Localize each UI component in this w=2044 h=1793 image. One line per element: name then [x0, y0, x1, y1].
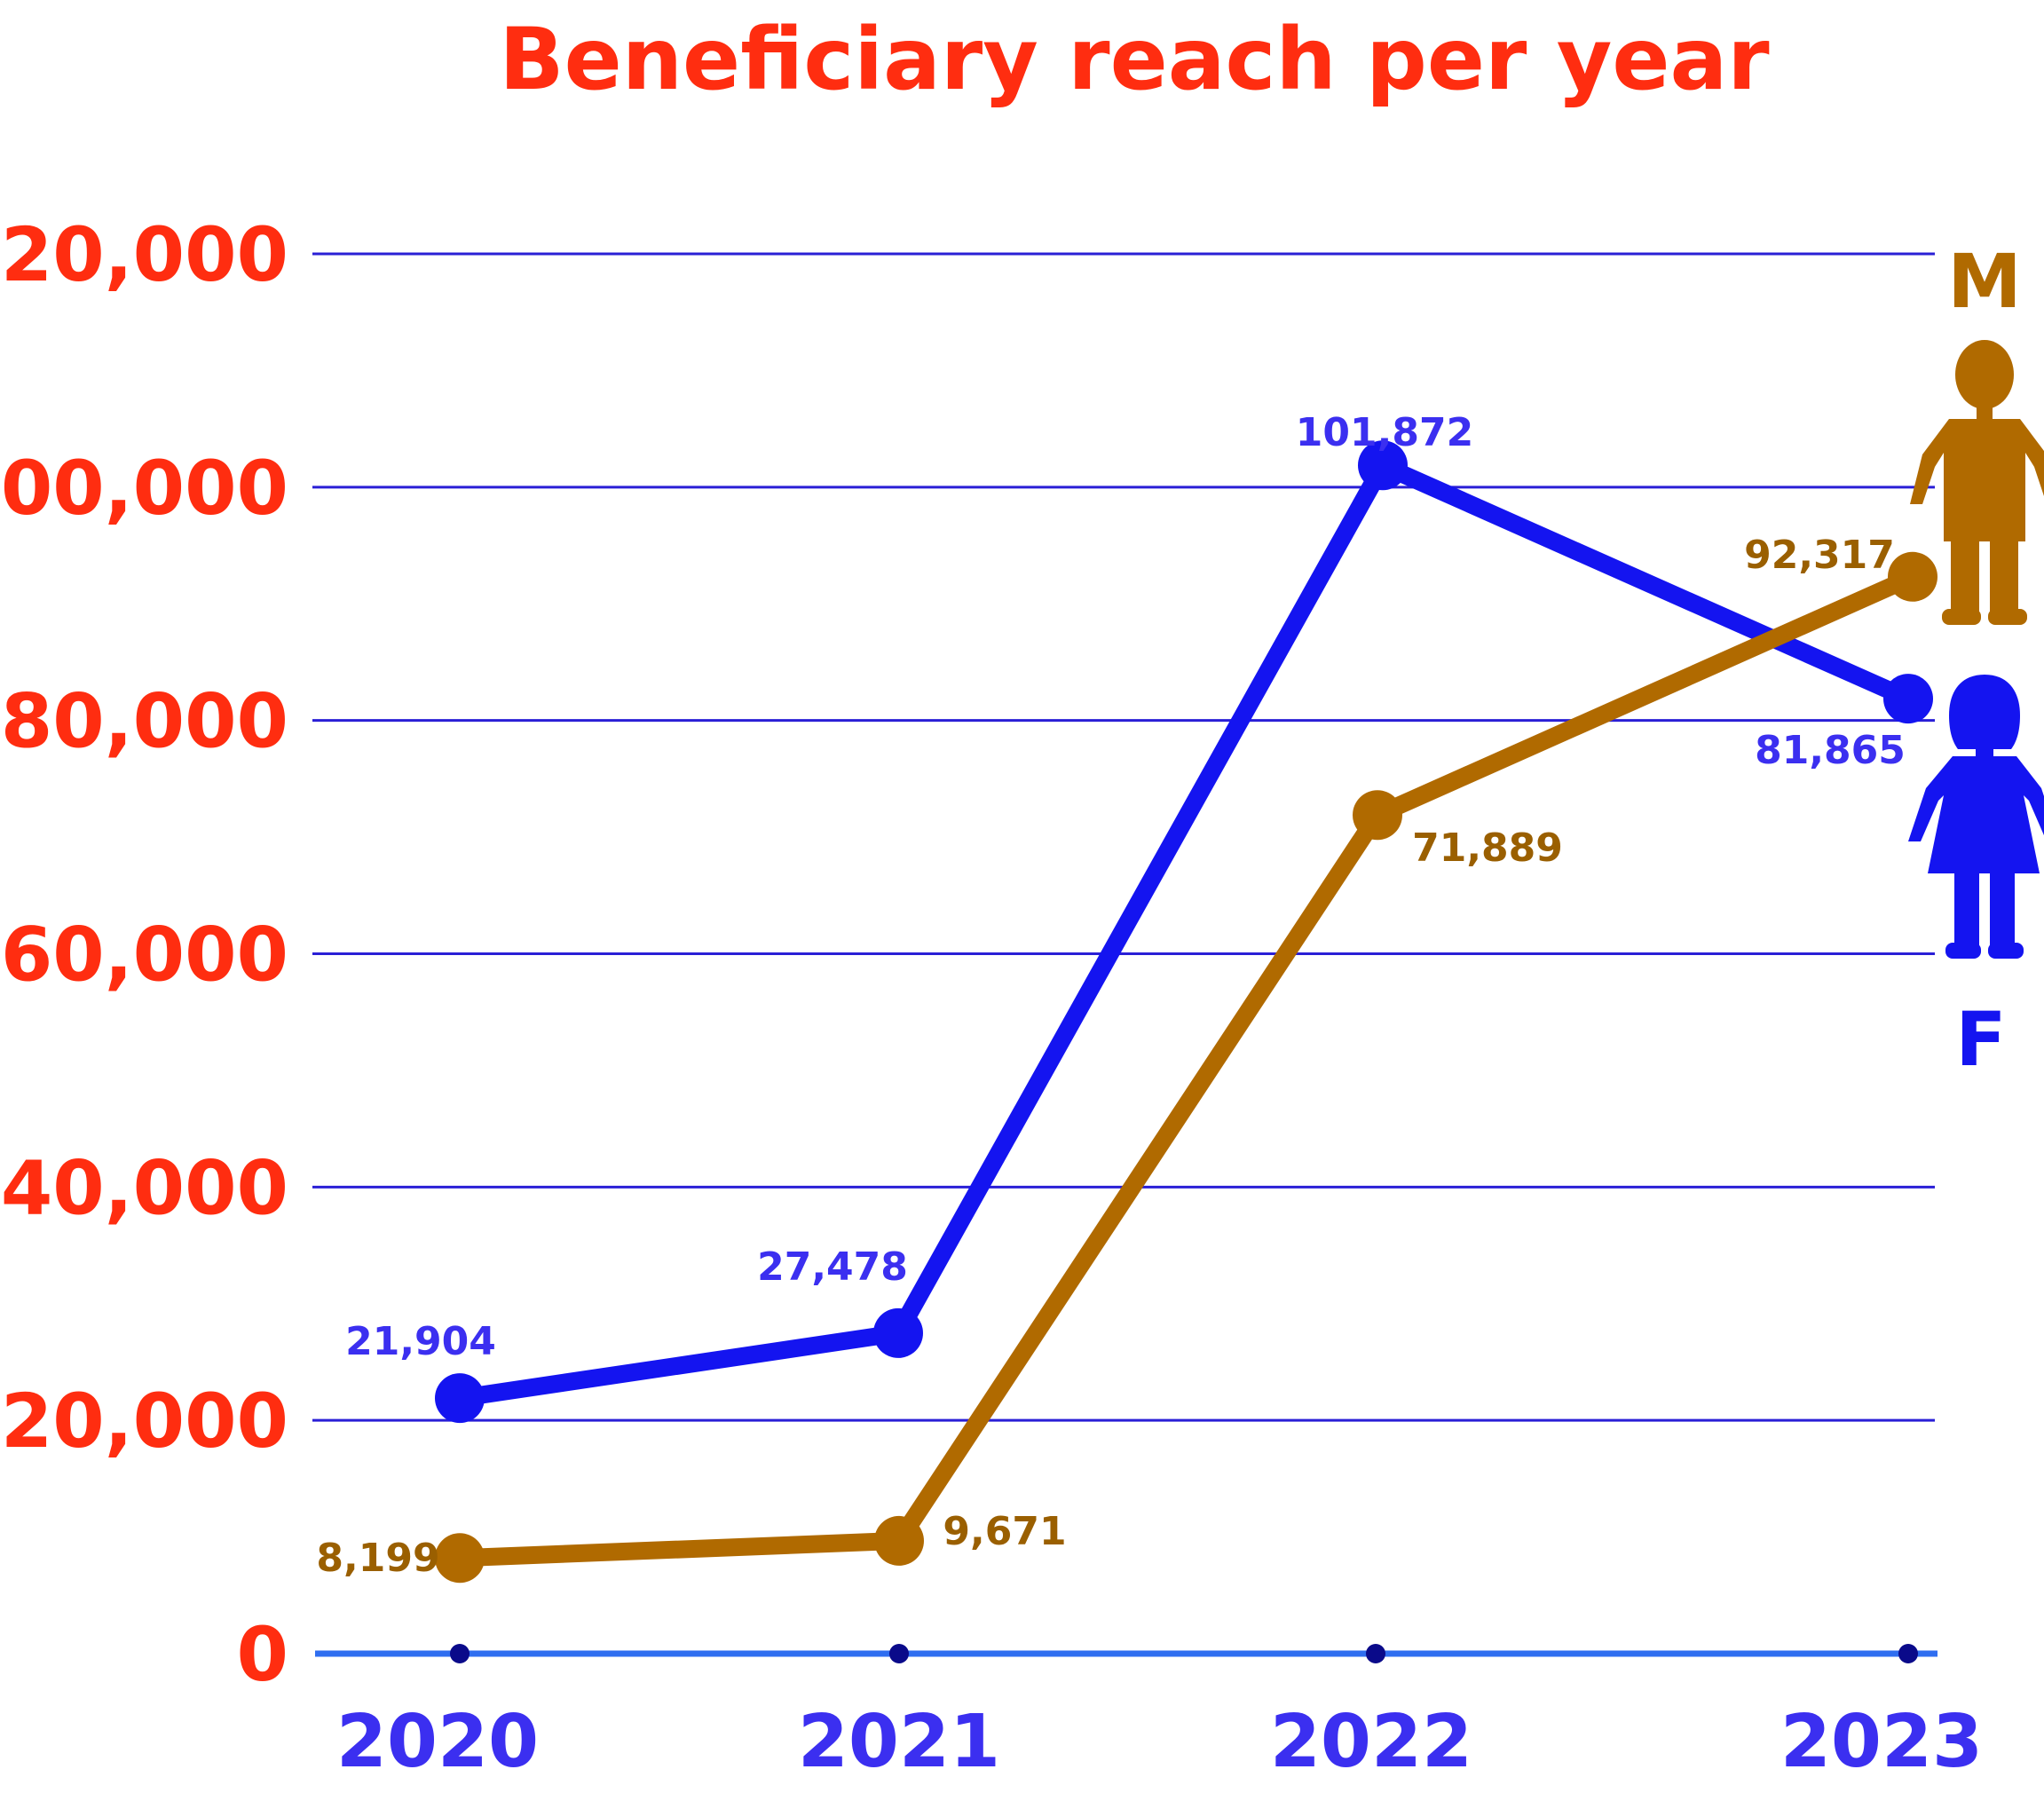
male-person-icon [1910, 340, 2044, 625]
x-tick-label: 2021 [798, 1700, 1000, 1784]
legend-female: F [1908, 675, 2044, 1083]
legend-label-m: M [1947, 238, 2022, 325]
data-point-f [1883, 674, 1933, 724]
x-tick-label: 2022 [1270, 1700, 1472, 1784]
data-label-f: 21,904 [345, 1319, 496, 1364]
chart-title: Beneficiary reach per year [499, 10, 1770, 109]
data-point-m [435, 1533, 485, 1584]
x-axis-baseline [315, 1644, 1937, 1663]
data-label-f: 81,865 [1755, 728, 1906, 773]
x-axis-tick-dot [450, 1644, 470, 1663]
legend-label-f: F [1955, 996, 2006, 1083]
data-label-m: 92,317 [1744, 533, 1895, 578]
x-axis-tick-dot [1366, 1644, 1385, 1663]
y-tick-label: 20,000 [1, 1378, 288, 1465]
x-axis-tick-dot [1898, 1644, 1918, 1663]
y-tick-label: 60,000 [1, 912, 288, 999]
series-line-f [451, 456, 1917, 1408]
data-label-m: 9,671 [943, 1509, 1066, 1554]
data-label-m: 8,199 [316, 1536, 439, 1581]
female-person-icon [1908, 675, 2044, 959]
data-label-f: 101,872 [1296, 410, 1473, 455]
data-point-m [1353, 790, 1402, 841]
data-label-f: 27,478 [757, 1244, 908, 1290]
x-tick-label: 2023 [1780, 1700, 1983, 1784]
series-lines [451, 456, 1922, 1568]
x-tick-label: 2020 [336, 1700, 539, 1784]
y-tick-label: 120,000 [0, 211, 288, 298]
data-labels: 21,904 27,478 101,872 81,865 8,199 9,671 71,88… [316, 410, 1905, 1581]
y-tick-label: 0 [237, 1611, 288, 1698]
data-point-f [1358, 440, 1408, 491]
data-point-f [435, 1373, 485, 1424]
series-line-m [451, 567, 1922, 1568]
gridlines [312, 252, 1935, 1422]
x-axis-tick-labels: 2020 2021 2022 2023 [336, 1700, 1983, 1784]
data-point-m [1888, 551, 1937, 602]
y-tick-label: 40,000 [1, 1144, 288, 1231]
y-axis-tick-labels: 0 20,000 40,000 60,000 80,000 100,000 120,000 [0, 211, 288, 1698]
x-axis-tick-dot [889, 1644, 909, 1663]
y-tick-label: 80,000 [1, 678, 288, 765]
data-label-m: 71,889 [1412, 825, 1563, 871]
y-tick-label: 100,000 [0, 445, 288, 532]
legend-male: M [1910, 238, 2044, 625]
data-point-m [874, 1515, 924, 1566]
series-points [435, 440, 1937, 1584]
data-point-f [873, 1307, 923, 1358]
